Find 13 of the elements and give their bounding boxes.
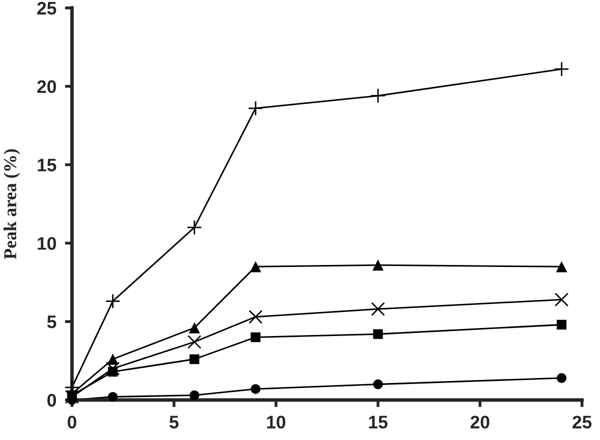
y-tick-label: 5 xyxy=(47,316,56,328)
x-tick-label: 25 xyxy=(572,416,592,428)
x-tick-label: 5 xyxy=(170,416,179,428)
x-tick-label: 0 xyxy=(68,416,76,428)
x-tick-label: 15 xyxy=(369,416,388,428)
y-tick-label: 0 xyxy=(47,394,56,407)
y-axis-title: Peak area (%) xyxy=(4,149,20,260)
x-tick-label: 10 xyxy=(267,416,286,428)
y-tick-label: 10 xyxy=(38,237,56,250)
x-tick-label: 20 xyxy=(470,416,490,428)
y-tick-label: 25 xyxy=(37,2,56,15)
y-tick-label: 15 xyxy=(38,158,56,172)
y-tick-label: 20 xyxy=(37,80,56,94)
